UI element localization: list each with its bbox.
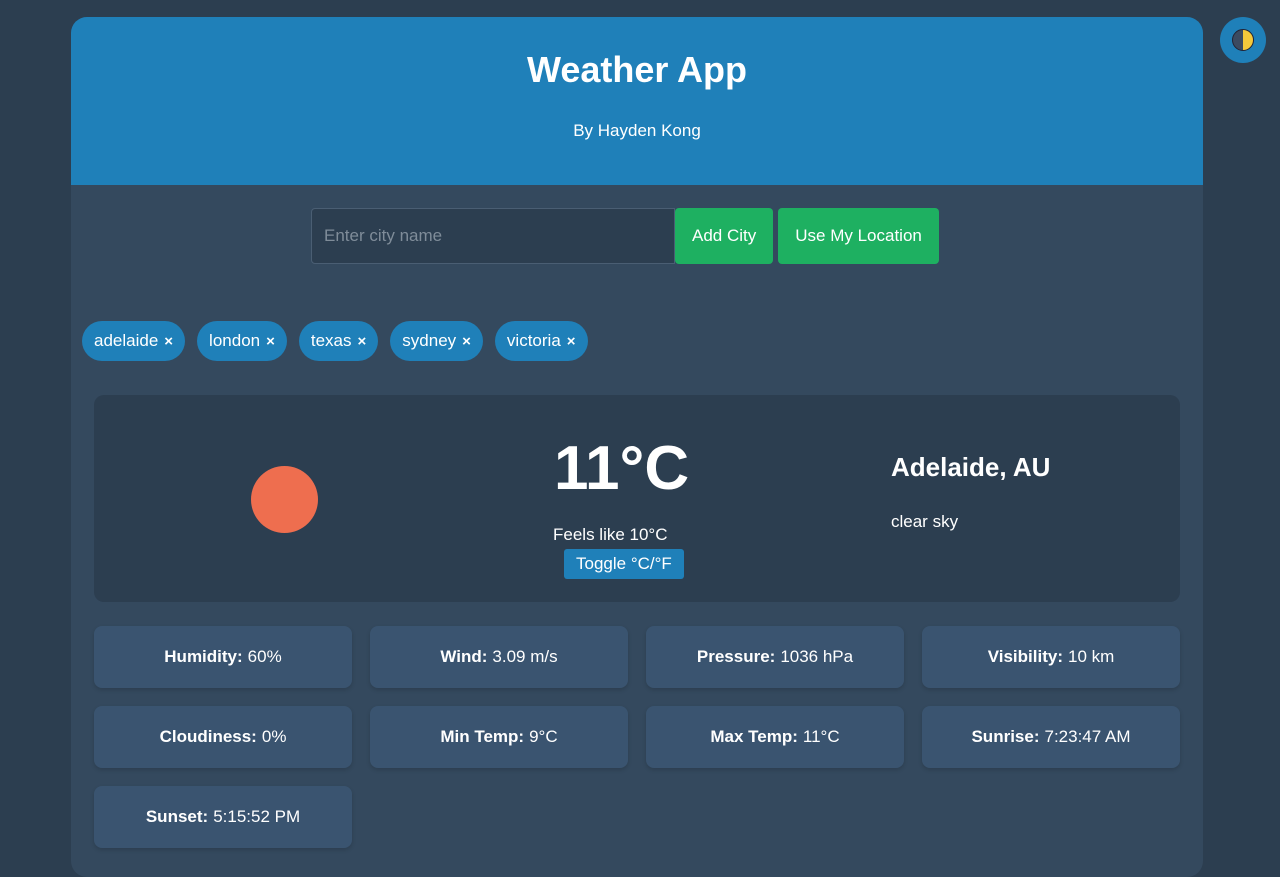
theme-toggle-button[interactable] <box>1220 17 1266 63</box>
current-weather-card: 11°C Feels like 10°C Toggle °C/°F Adelai… <box>94 395 1180 602</box>
city-tag-label: london <box>209 331 261 350</box>
use-location-button[interactable]: Use My Location <box>778 208 939 264</box>
city-tag-label: adelaide <box>94 331 159 350</box>
close-icon[interactable]: × <box>164 332 174 350</box>
close-icon[interactable]: × <box>462 332 471 350</box>
city-tag-label: texas <box>310 331 352 350</box>
city-tag-label: victoria <box>506 331 561 350</box>
city-tags: adelaide × london × texas × sydney × victori… <box>82 321 588 361</box>
add-city-button[interactable]: Add City <box>675 208 774 264</box>
city-input[interactable] <box>311 208 675 264</box>
close-icon[interactable]: × <box>266 332 275 350</box>
feels-like: Feels like 10°C <box>553 525 668 544</box>
detail-sunset: Sunset: 5:15:52 PM <box>94 786 352 848</box>
detail-pressure: Pressure: 1036 hPa <box>646 626 904 688</box>
close-icon[interactable]: × <box>357 332 367 350</box>
detail-wind: Wind: 3.09 m/s <box>370 626 628 688</box>
detail-cloudiness: Cloudiness: 0% <box>94 706 352 768</box>
unit-toggle-button[interactable]: Toggle °C/°F <box>564 549 684 579</box>
detail-humidity: Humidity: 60% <box>94 626 352 688</box>
detail-min-temp: Min Temp: 9°C <box>370 706 628 768</box>
app-header: Weather App By Hayden Kong <box>71 17 1203 185</box>
page-title: Weather App <box>526 49 748 90</box>
detail-max-temp: Max Temp: 11°C <box>646 706 904 768</box>
weather-description: clear sky <box>891 512 959 531</box>
temperature: 11°C <box>554 434 690 503</box>
sun-icon <box>251 466 318 533</box>
city-tag[interactable]: adelaide × <box>82 321 186 361</box>
detail-visibility: Visibility: 10 km <box>922 626 1180 688</box>
weather-details: Humidity: 60% Wind: 3.09 m/s Pressure: 1036… <box>94 626 1180 848</box>
app-container: Weather App By Hayden Kong Add City Use … <box>71 17 1203 877</box>
city-tag-label: sydney <box>402 331 457 350</box>
half-moon-icon <box>1232 29 1254 51</box>
close-icon[interactable]: × <box>566 332 576 350</box>
detail-sunrise: Sunrise: 7:23:47 AM <box>922 706 1180 768</box>
search-bar: Add City Use My Location <box>311 208 939 264</box>
city-tag[interactable]: victoria × <box>494 321 588 361</box>
city-name: Adelaide, AU <box>891 452 1051 482</box>
author-subtitle: By Hayden Kong <box>573 121 701 140</box>
city-tag[interactable]: london × <box>197 321 287 361</box>
city-tag[interactable]: texas × <box>298 321 379 361</box>
city-tag[interactable]: sydney × <box>390 321 483 361</box>
